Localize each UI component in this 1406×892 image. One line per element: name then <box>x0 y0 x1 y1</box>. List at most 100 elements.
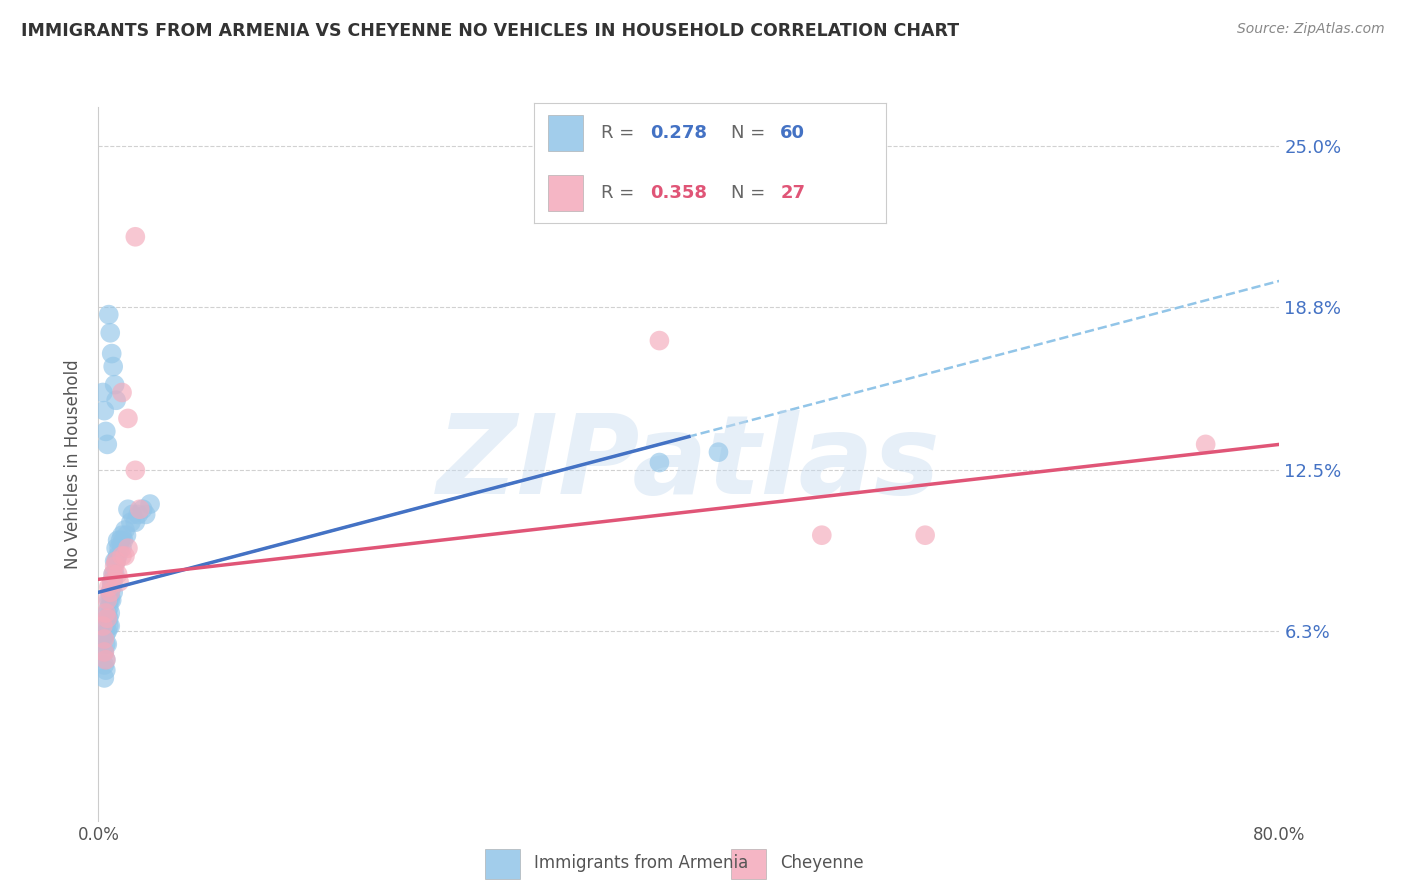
Point <box>97 580 120 594</box>
Text: R =: R = <box>602 124 640 142</box>
Point <box>139 497 162 511</box>
Point <box>97 308 120 322</box>
Point <box>96 611 118 625</box>
Point <box>96 624 118 639</box>
Point <box>100 593 122 607</box>
Point <box>96 611 118 625</box>
Point <box>127 508 149 522</box>
Point <box>124 515 146 529</box>
Text: Source: ZipAtlas.com: Source: ZipAtlas.com <box>1237 22 1385 37</box>
Point <box>810 528 832 542</box>
Text: 0.278: 0.278 <box>650 124 707 142</box>
FancyBboxPatch shape <box>548 175 583 211</box>
Text: Immigrants from Armenia: Immigrants from Armenia <box>534 854 748 872</box>
Point <box>100 574 122 589</box>
Point <box>103 574 125 589</box>
Point <box>111 528 134 542</box>
Point <box>132 502 155 516</box>
Point <box>111 385 134 400</box>
Point <box>97 611 120 625</box>
Point <box>91 619 114 633</box>
Point <box>93 645 115 659</box>
Point <box>103 567 125 582</box>
FancyBboxPatch shape <box>485 849 520 879</box>
Point <box>104 559 127 574</box>
Point <box>94 653 117 667</box>
Point <box>98 326 121 340</box>
Point <box>124 229 146 244</box>
Y-axis label: No Vehicles in Household: No Vehicles in Household <box>65 359 83 569</box>
Point <box>96 593 118 607</box>
Point <box>121 508 143 522</box>
Point <box>93 632 115 646</box>
Point <box>117 502 139 516</box>
Point <box>96 606 118 620</box>
Text: 60: 60 <box>780 124 806 142</box>
Point <box>107 533 129 548</box>
Point <box>97 619 120 633</box>
Point <box>98 606 121 620</box>
Point <box>93 645 115 659</box>
Point <box>914 528 936 542</box>
Point <box>94 653 117 667</box>
Point <box>97 593 120 607</box>
Point <box>105 393 128 408</box>
Text: N =: N = <box>731 124 770 142</box>
Point <box>108 541 131 556</box>
Point <box>100 580 122 594</box>
Point <box>98 619 121 633</box>
Point <box>93 657 115 672</box>
Point <box>93 403 115 417</box>
Point <box>107 567 129 582</box>
Point <box>707 445 730 459</box>
Point <box>648 334 671 348</box>
FancyBboxPatch shape <box>548 115 583 151</box>
Point <box>111 541 134 556</box>
Point <box>96 637 118 651</box>
Point <box>103 359 125 374</box>
Text: R =: R = <box>602 184 640 202</box>
Point <box>124 463 146 477</box>
Point <box>110 533 132 548</box>
Point <box>114 549 136 563</box>
FancyBboxPatch shape <box>731 849 766 879</box>
Point <box>94 606 117 620</box>
Point <box>91 385 114 400</box>
Point <box>97 600 120 615</box>
Point <box>115 528 138 542</box>
Point <box>103 567 125 582</box>
Point <box>112 533 135 548</box>
Point <box>98 593 121 607</box>
Point <box>94 627 117 641</box>
Text: N =: N = <box>731 184 770 202</box>
Point <box>128 502 150 516</box>
Text: 0.358: 0.358 <box>650 184 707 202</box>
Point <box>107 549 129 563</box>
Text: IMMIGRANTS FROM ARMENIA VS CHEYENNE NO VEHICLES IN HOUSEHOLD CORRELATION CHART: IMMIGRANTS FROM ARMENIA VS CHEYENNE NO V… <box>21 22 959 40</box>
Point <box>105 554 128 568</box>
Point <box>117 411 139 425</box>
Point <box>108 574 131 589</box>
Point <box>94 619 117 633</box>
Point <box>111 549 134 563</box>
Point <box>104 377 127 392</box>
Point <box>91 632 114 646</box>
Point <box>648 456 671 470</box>
Text: 27: 27 <box>780 184 806 202</box>
Point <box>103 585 125 599</box>
Point <box>98 585 121 599</box>
Point <box>1195 437 1218 451</box>
Point <box>100 346 122 360</box>
Text: Cheyenne: Cheyenne <box>780 854 863 872</box>
Point <box>105 554 128 568</box>
Point <box>93 671 115 685</box>
Point <box>94 637 117 651</box>
Point <box>104 567 127 582</box>
Point <box>117 541 139 556</box>
Point <box>114 523 136 537</box>
Point <box>120 515 142 529</box>
Point <box>100 574 122 589</box>
Point <box>94 425 117 439</box>
Point <box>135 508 157 522</box>
Point <box>94 663 117 677</box>
